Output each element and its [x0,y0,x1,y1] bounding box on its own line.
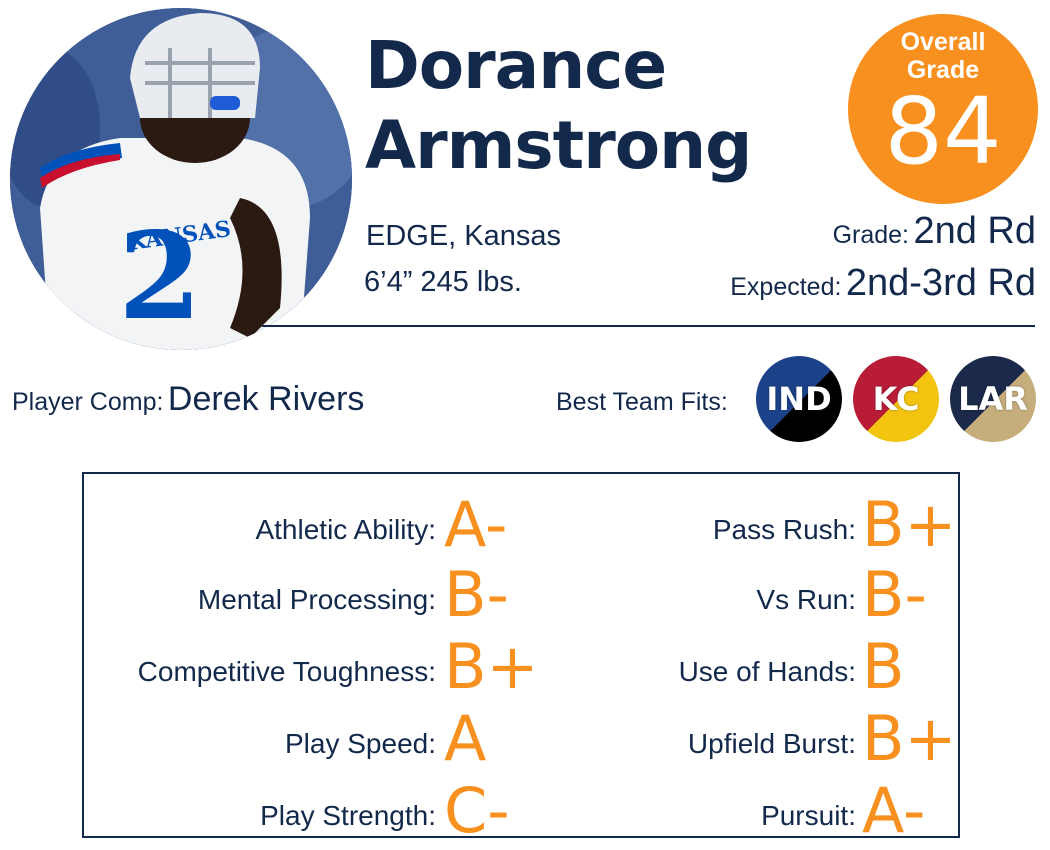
draft-grade-value: 2nd Rd [913,210,1036,252]
trait-label: Use of Hands: [678,656,856,687]
trait-label: Pass Rush: [712,514,856,545]
team-fits-label: Best Team Fits: [556,388,728,416]
trait-label: Vs Run: [756,584,856,615]
trait-row: Mental Processing: B- [84,564,960,626]
trait-label: Athletic Ability: [255,514,436,545]
player-first-name: Dorance [365,27,667,104]
trait-grade: A [444,702,487,775]
trait-row: Play Strength: C- [84,780,960,842]
trait-grade: B- [862,558,927,631]
player-name: Dorance Armstrong [365,26,805,186]
team-fit-lar: LAR [950,356,1036,442]
trait-grade: B+ [862,488,957,561]
trait-grade: B [862,630,905,703]
trait-row: Use of Hands: B [84,636,960,698]
trait-label: Competitive Toughness: [137,656,436,687]
trait-label: Pursuit: [761,800,856,831]
player-comp-label: Player Comp: [12,388,164,416]
overall-label-line2: Grade [906,56,980,84]
expected-round-value: 2nd-3rd Rd [845,262,1036,304]
trait-grades-box: Athletic Ability: A- Mental Processing: … [82,472,960,842]
trait-row: Competitive Toughness: B+ [84,636,960,698]
trait-grade: C- [444,774,510,847]
player-measurements: 6’4” 245 lbs. [364,266,522,298]
header-divider [262,325,1035,327]
expected-round: Expected: 2nd-3rd Rd [730,262,1036,305]
team-fit-ind: IND [756,356,842,442]
expected-round-label: Expected: [730,273,842,301]
trait-grade: B+ [862,702,957,775]
player-last-name: Armstrong [365,107,752,184]
team-fit-kc: KC [853,356,939,442]
player-position-school: EDGE, Kansas [366,220,562,252]
overall-grade-badge: Overall Grade 84 [848,14,1038,204]
trait-grade: A- [862,774,926,847]
trait-grade: A- [444,488,508,561]
trait-row: Upfield Burst: B+ [84,708,960,770]
overall-grade-value: 84 [884,78,1002,185]
overall-label-line1: Overall [900,28,986,56]
trait-grade: B+ [444,630,539,703]
svg-text:2: 2 [118,206,202,347]
overall-grade-label: Overall Grade [848,28,1038,84]
trait-label: Mental Processing: [197,584,436,615]
player-photo: 2 KANSAS [10,8,352,350]
player-comp-value: Derek Rivers [167,380,365,418]
trait-label: Play Strength: [260,800,436,831]
trait-row: Pursuit: A- [84,780,960,842]
trait-label: Play Speed: [285,728,436,759]
trait-row: Vs Run: B- [84,564,960,626]
trait-row: Athletic Ability: A- [84,494,960,556]
trait-row: Play Speed: A [84,708,960,770]
trait-label: Upfield Burst: [687,728,856,759]
draft-grade-label: Grade: [832,221,909,249]
trait-grade: B- [444,558,509,631]
trait-row: Pass Rush: B+ [84,494,960,556]
player-comp: Player Comp: Derek Rivers [12,380,364,419]
draft-grade: Grade: 2nd Rd [833,210,1036,253]
